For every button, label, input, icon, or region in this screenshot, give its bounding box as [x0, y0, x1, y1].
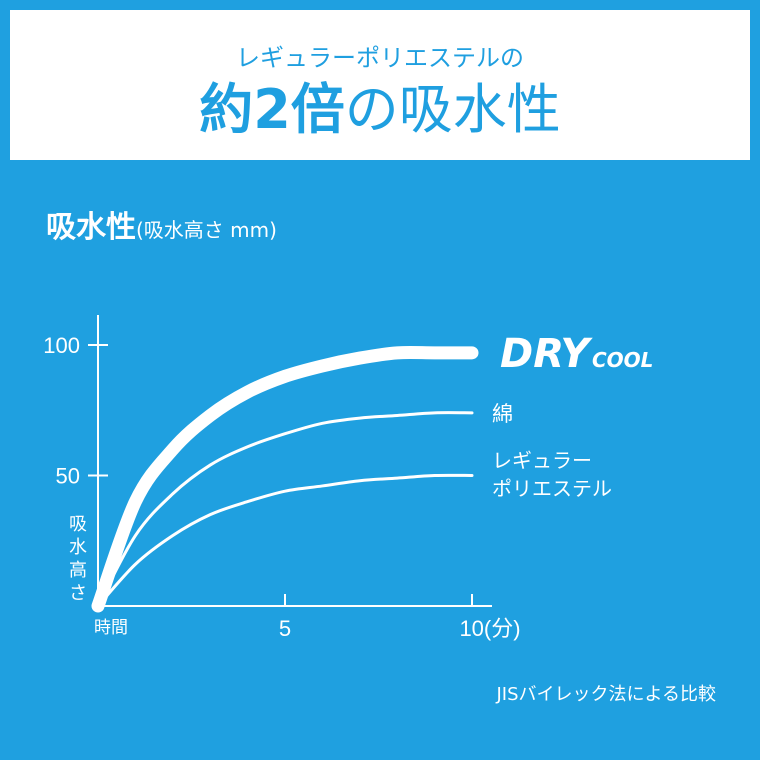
- footnote: JISバイレック法による比較: [496, 684, 716, 705]
- y-tick-label: 50: [56, 464, 80, 489]
- y-axis-label-char: 吸: [69, 514, 87, 535]
- legend-dry-cool-sub: COOL: [592, 348, 653, 372]
- chart-title-unit: (吸水高さ mm): [136, 218, 277, 242]
- legend-dry-cool-logo: DRY: [500, 331, 593, 377]
- series-line-1: [96, 411, 474, 608]
- chart-panel: 吸水性(吸水高さ mm) 100 50 5 10(分) 時間 吸水高さ DRY COOL 綿レギ…: [10, 160, 750, 750]
- headline-rest: の吸水性: [344, 78, 561, 141]
- y-axis-label-char: さ: [69, 583, 87, 604]
- x-axis-origin-label: 時間: [94, 618, 128, 638]
- x-tick-label: 10(分): [459, 616, 520, 641]
- header-subtitle: レギュラーポリエステルの: [236, 44, 524, 72]
- headline-bold: 約2倍: [199, 78, 345, 141]
- chart-title-main: 吸水性: [46, 210, 136, 245]
- legend-polyester-line: レギュラー: [492, 449, 592, 473]
- header: レギュラーポリエステルの 約2倍の吸水性: [10, 10, 750, 160]
- headline: 約2倍の吸水性: [10, 78, 750, 142]
- series-line-0: [91, 345, 479, 613]
- legend-cotton: 綿: [492, 402, 513, 426]
- y-axis-label-char: 水: [69, 537, 87, 558]
- x-tick-label: 5: [279, 616, 291, 641]
- chart-title: 吸水性(吸水高さ mm): [46, 202, 277, 246]
- series-line-2: [96, 473, 474, 608]
- y-tick-label: 100: [43, 333, 80, 358]
- y-axis-label-char: 高: [69, 560, 87, 581]
- legend-polyester-line: ポリエステル: [492, 477, 612, 501]
